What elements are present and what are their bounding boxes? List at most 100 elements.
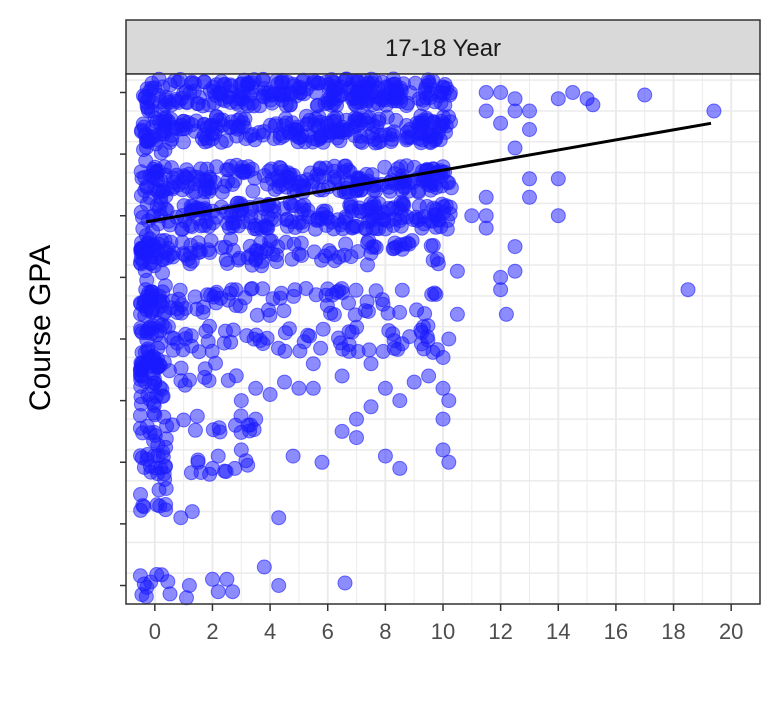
data-point (522, 189, 537, 205)
data-point (344, 324, 360, 340)
data-point (427, 132, 442, 148)
data-point (248, 411, 264, 427)
data-point (135, 116, 151, 132)
data-point (449, 263, 465, 279)
data-point (151, 315, 166, 331)
data-point (201, 218, 217, 234)
data-point (287, 121, 303, 137)
data-point (146, 398, 162, 414)
data-point (375, 296, 391, 312)
data-point (139, 99, 155, 115)
data-point (172, 282, 188, 298)
data-point (319, 298, 335, 313)
data-point (402, 329, 418, 345)
data-point (441, 331, 457, 347)
data-point (259, 241, 275, 257)
data-point (368, 221, 384, 237)
data-point (195, 304, 211, 320)
data-point (420, 318, 436, 334)
data-point (430, 256, 446, 272)
data-point (185, 184, 201, 199)
data-point (145, 302, 161, 318)
data-point (205, 571, 220, 587)
data-point (493, 115, 509, 131)
data-point (184, 338, 200, 354)
data-point (334, 423, 350, 439)
data-point (176, 134, 191, 150)
data-point (277, 343, 293, 359)
data-point (298, 281, 314, 296)
data-point (245, 183, 261, 199)
data-point (217, 463, 233, 479)
data-point (182, 372, 197, 388)
trend-line (145, 121, 712, 224)
x-tick-label: 10 (431, 619, 455, 644)
data-point (399, 98, 414, 114)
data-point (138, 228, 154, 243)
data-point (225, 584, 241, 600)
data-point (418, 90, 434, 106)
data-point (349, 411, 364, 427)
data-point (399, 118, 415, 133)
data-point (228, 417, 243, 433)
data-point (435, 442, 451, 458)
data-point (261, 302, 276, 318)
data-point (337, 575, 353, 591)
data-point (390, 341, 406, 357)
data-point (133, 240, 149, 256)
data-point (464, 208, 480, 224)
data-point (507, 263, 523, 279)
data-point (269, 254, 285, 270)
data-point (220, 372, 236, 388)
data-point (333, 217, 349, 233)
data-point (203, 118, 218, 134)
data-point (240, 77, 256, 92)
data-point (349, 430, 364, 446)
data-point (190, 454, 206, 470)
data-point (208, 87, 223, 103)
data-point (409, 302, 425, 318)
data-point (189, 408, 205, 424)
data-point (478, 85, 494, 100)
data-point (183, 198, 199, 214)
data-point (155, 284, 171, 300)
data-point (278, 179, 294, 195)
x-tick-label: 2 (206, 619, 218, 644)
data-point (151, 482, 167, 498)
y-axis-label: Course GPA (24, 245, 57, 411)
data-point (276, 303, 292, 319)
data-point (262, 387, 278, 402)
data-point (211, 420, 227, 436)
data-point (278, 234, 294, 250)
data-point (259, 220, 275, 236)
data-point (435, 380, 451, 396)
data-point (337, 158, 352, 174)
data-point (550, 171, 566, 187)
data-point (158, 439, 174, 455)
x-tick-label: 20 (719, 619, 743, 644)
data-point (428, 286, 444, 302)
data-point (522, 103, 537, 119)
data-point (240, 159, 256, 175)
data-point (182, 256, 198, 272)
data-point (449, 306, 465, 322)
data-point (392, 393, 408, 409)
data-point (256, 559, 272, 575)
data-point (302, 328, 318, 344)
data-point (335, 341, 351, 357)
data-point (259, 330, 275, 346)
data-point (150, 351, 165, 367)
data-point (478, 103, 494, 119)
data-point (246, 331, 262, 347)
data-point (157, 459, 173, 475)
data-point (637, 87, 653, 103)
data-point (248, 380, 264, 396)
data-point (565, 85, 581, 100)
data-point (271, 578, 287, 593)
data-point (375, 343, 391, 359)
data-point (147, 128, 163, 144)
data-point (706, 103, 722, 119)
data-point (277, 325, 293, 341)
data-point (133, 487, 148, 502)
data-point (351, 200, 367, 216)
